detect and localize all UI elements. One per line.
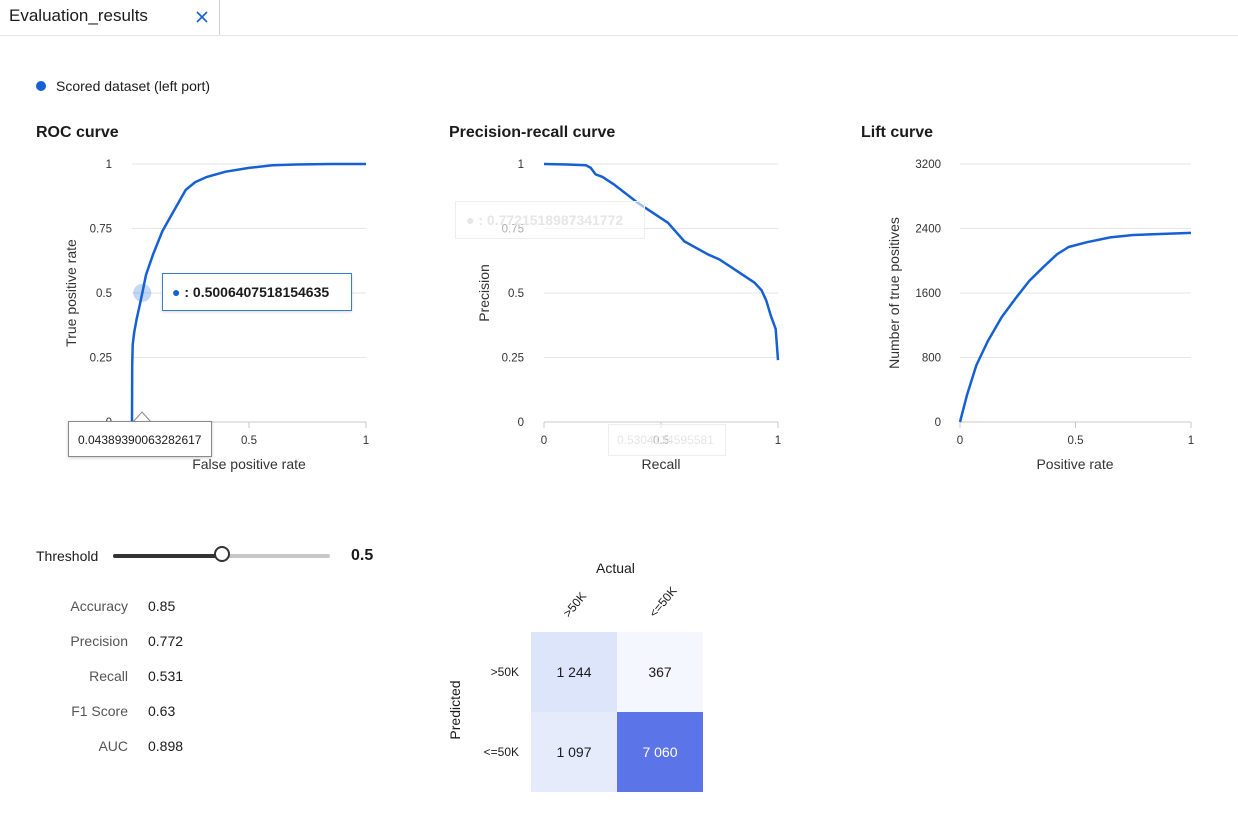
roc-y-tick-label: 1: [106, 159, 112, 171]
legend-label[interactable]: Scored dataset (left port): [56, 78, 211, 94]
roc-tooltip-value: : 0.5006407518154635: [184, 284, 330, 300]
lift-y-tick-label: 1600: [915, 288, 941, 300]
roc-highlight-point: [133, 283, 152, 302]
pr-y-tick-label: 0.5: [508, 288, 524, 300]
pr-y-tick-label: 0: [518, 417, 524, 429]
tab-evaluation-results[interactable]: Evaluation_results: [0, 0, 220, 35]
lift-y-tick-label: 0: [935, 417, 941, 429]
roc-tooltip: ● : 0.5006407518154635: [162, 273, 352, 311]
cm-column-label: <=50K: [646, 583, 680, 620]
lift-x-tick-label: 1: [1188, 435, 1194, 447]
metric-name: Precision: [70, 633, 128, 649]
lift-y-tick-label: 800: [922, 353, 941, 365]
threshold-slider[interactable]: [113, 546, 330, 562]
threshold-slider-fill: [113, 554, 222, 558]
lift-y-tick-label: 2400: [915, 224, 941, 236]
cm-cell: 367: [617, 632, 703, 712]
roc-x-tick-label: 0.5: [241, 435, 257, 447]
tab-title: Evaluation_results: [9, 6, 148, 25]
pr-y-tick-label: 1: [518, 159, 524, 171]
roc-y-tick-label: 0.25: [90, 353, 112, 365]
roc-y-tick-label: 0.75: [90, 224, 112, 236]
lift-chart-title: Lift curve: [861, 124, 934, 141]
pr-y-tick-label: 0.25: [502, 353, 524, 365]
legend-marker: [36, 81, 46, 91]
tooltip-dot-icon: ●: [172, 284, 181, 300]
roc-x-tooltip-value: 0.04389390063282617: [78, 433, 202, 447]
roc-x-tooltip: 0.04389390063282617: [68, 421, 212, 457]
metric-name: Recall: [89, 668, 128, 684]
roc-x-axis-label: False positive rate: [192, 456, 306, 472]
pr-x-tick-label: 1: [775, 435, 781, 447]
pr-ghost-x-tooltip: 0.5304134595581: [608, 424, 726, 456]
pr-x-tick-label: 0: [541, 435, 547, 447]
cm-cell: 1 244: [531, 632, 617, 712]
lift-x-axis-label: Positive rate: [1036, 456, 1113, 472]
lift-y-axis-label: Number of true positives: [886, 217, 902, 369]
pr-chart-title: Precision-recall curve: [449, 124, 616, 141]
metric-name: Accuracy: [70, 598, 128, 614]
tooltip-pointer-icon: [132, 411, 152, 423]
roc-series-line: [130, 162, 366, 423]
cm-predicted-label: Predicted: [447, 680, 463, 740]
pr-ghost-tooltip: ● : 0.7721518987341772: [455, 201, 645, 239]
metric-value: 0.531: [148, 668, 184, 684]
pr-ghost-tooltip-text: ● : 0.7721518987341772: [466, 212, 624, 228]
pr-series-line: [543, 162, 780, 361]
roc-y-tick-label: 0.5: [96, 288, 112, 300]
metric-name: AUC: [98, 738, 128, 754]
cm-cell: 1 097: [531, 712, 617, 792]
metric-value: 0.85: [148, 598, 176, 614]
lift-x-tick-label: 0: [957, 435, 963, 447]
roc-chart-title: ROC curve: [36, 124, 119, 141]
threshold-slider-thumb[interactable]: [213, 546, 230, 562]
cm-row-label: >50K: [490, 665, 519, 679]
roc-y-axis-label: True positive rate: [63, 239, 79, 347]
roc-x-tick-label: 1: [363, 435, 369, 447]
tab-bar: Evaluation_results: [0, 0, 1238, 36]
metric-value: 0.772: [148, 633, 184, 649]
close-icon[interactable]: [193, 8, 211, 26]
lift-series-line: [958, 231, 1192, 423]
lift-y-tick-label: 3200: [915, 159, 941, 171]
metric-value: 0.898: [148, 738, 184, 754]
pr-y-axis-label: Precision: [476, 264, 492, 322]
cm-actual-label: Actual: [596, 560, 635, 576]
cm-column-label: >50K: [560, 589, 590, 620]
pr-ghost-x-tooltip-value: 0.5304134595581: [617, 433, 714, 447]
pr-x-axis-label: Recall: [642, 456, 681, 472]
threshold-value: 0.5: [351, 547, 374, 564]
lift-x-tick-label: 0.5: [1068, 435, 1084, 447]
cm-cell: 7 060: [617, 712, 703, 792]
metric-value: 0.63: [148, 703, 176, 719]
threshold-label: Threshold: [36, 548, 99, 564]
metric-name: F1 Score: [71, 703, 128, 719]
cm-row-label: <=50K: [483, 745, 519, 759]
roc-tooltip-text: ● : 0.5006407518154635: [172, 284, 329, 300]
pr-ghost-tooltip-value: : 0.7721518987341772: [478, 212, 624, 228]
